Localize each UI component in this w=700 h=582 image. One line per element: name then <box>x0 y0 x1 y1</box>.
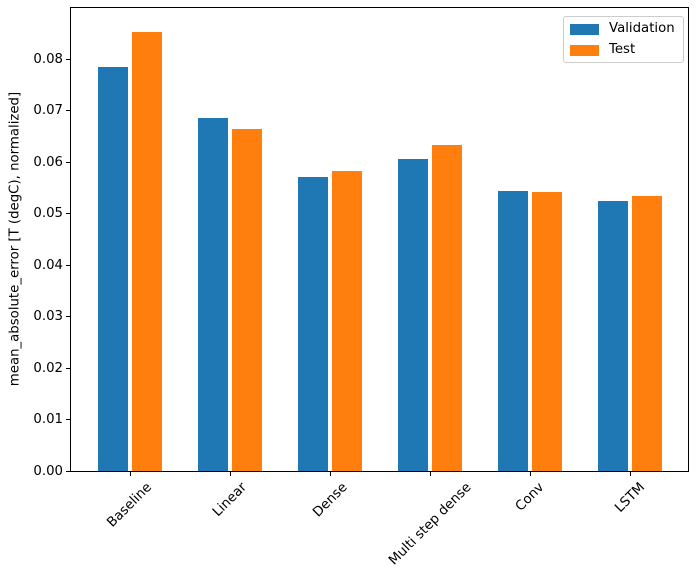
bar-test-conv <box>532 191 563 471</box>
x-tick <box>229 472 231 476</box>
y-tick <box>66 110 70 112</box>
bar-validation-linear <box>197 117 228 471</box>
bar-validation-baseline <box>97 67 128 471</box>
y-tick-label: 0.00 <box>33 463 63 479</box>
y-tick <box>66 367 70 369</box>
bar-validation-multi-step-dense <box>397 159 428 471</box>
bar-test-lstm <box>632 196 663 471</box>
y-tick-label: 0.01 <box>33 412 63 428</box>
legend-label: Validation <box>609 21 675 36</box>
y-tick-label: 0.07 <box>33 103 63 119</box>
bar-test-dense <box>332 171 363 471</box>
y-tick <box>66 316 70 318</box>
legend-label: Test <box>609 42 636 57</box>
x-tick <box>329 472 331 476</box>
y-tick-label: 0.03 <box>33 309 63 325</box>
y-tick-label: 0.04 <box>33 257 63 273</box>
legend-entry-test: Test <box>570 43 677 57</box>
plot-area <box>70 7 689 472</box>
y-tick <box>66 264 70 266</box>
x-tick <box>629 472 631 476</box>
x-tick <box>429 472 431 476</box>
y-tick <box>66 58 70 60</box>
y-tick <box>66 470 70 472</box>
legend-swatch-validation <box>570 23 599 35</box>
bar-validation-dense <box>297 177 328 471</box>
bar-validation-conv <box>497 190 528 471</box>
y-tick-label: 0.02 <box>33 360 63 376</box>
legend-swatch-test <box>570 44 599 56</box>
x-tick <box>129 472 131 476</box>
y-tick-label: 0.08 <box>33 51 63 67</box>
x-tick <box>529 472 531 476</box>
y-axis-label: mean_absolute_error [T (degC), normalize… <box>7 91 23 387</box>
bar-test-baseline <box>132 32 163 471</box>
y-tick-label: 0.06 <box>33 154 63 170</box>
legend-entry-validation: Validation <box>570 22 677 36</box>
y-tick <box>66 161 70 163</box>
y-tick <box>66 213 70 215</box>
bar-test-linear <box>232 129 263 471</box>
y-tick-label: 0.05 <box>33 206 63 222</box>
bar-validation-lstm <box>597 201 628 471</box>
legend: Validation Test <box>563 16 684 63</box>
bar-test-multi-step-dense <box>432 144 463 471</box>
y-tick <box>66 419 70 421</box>
